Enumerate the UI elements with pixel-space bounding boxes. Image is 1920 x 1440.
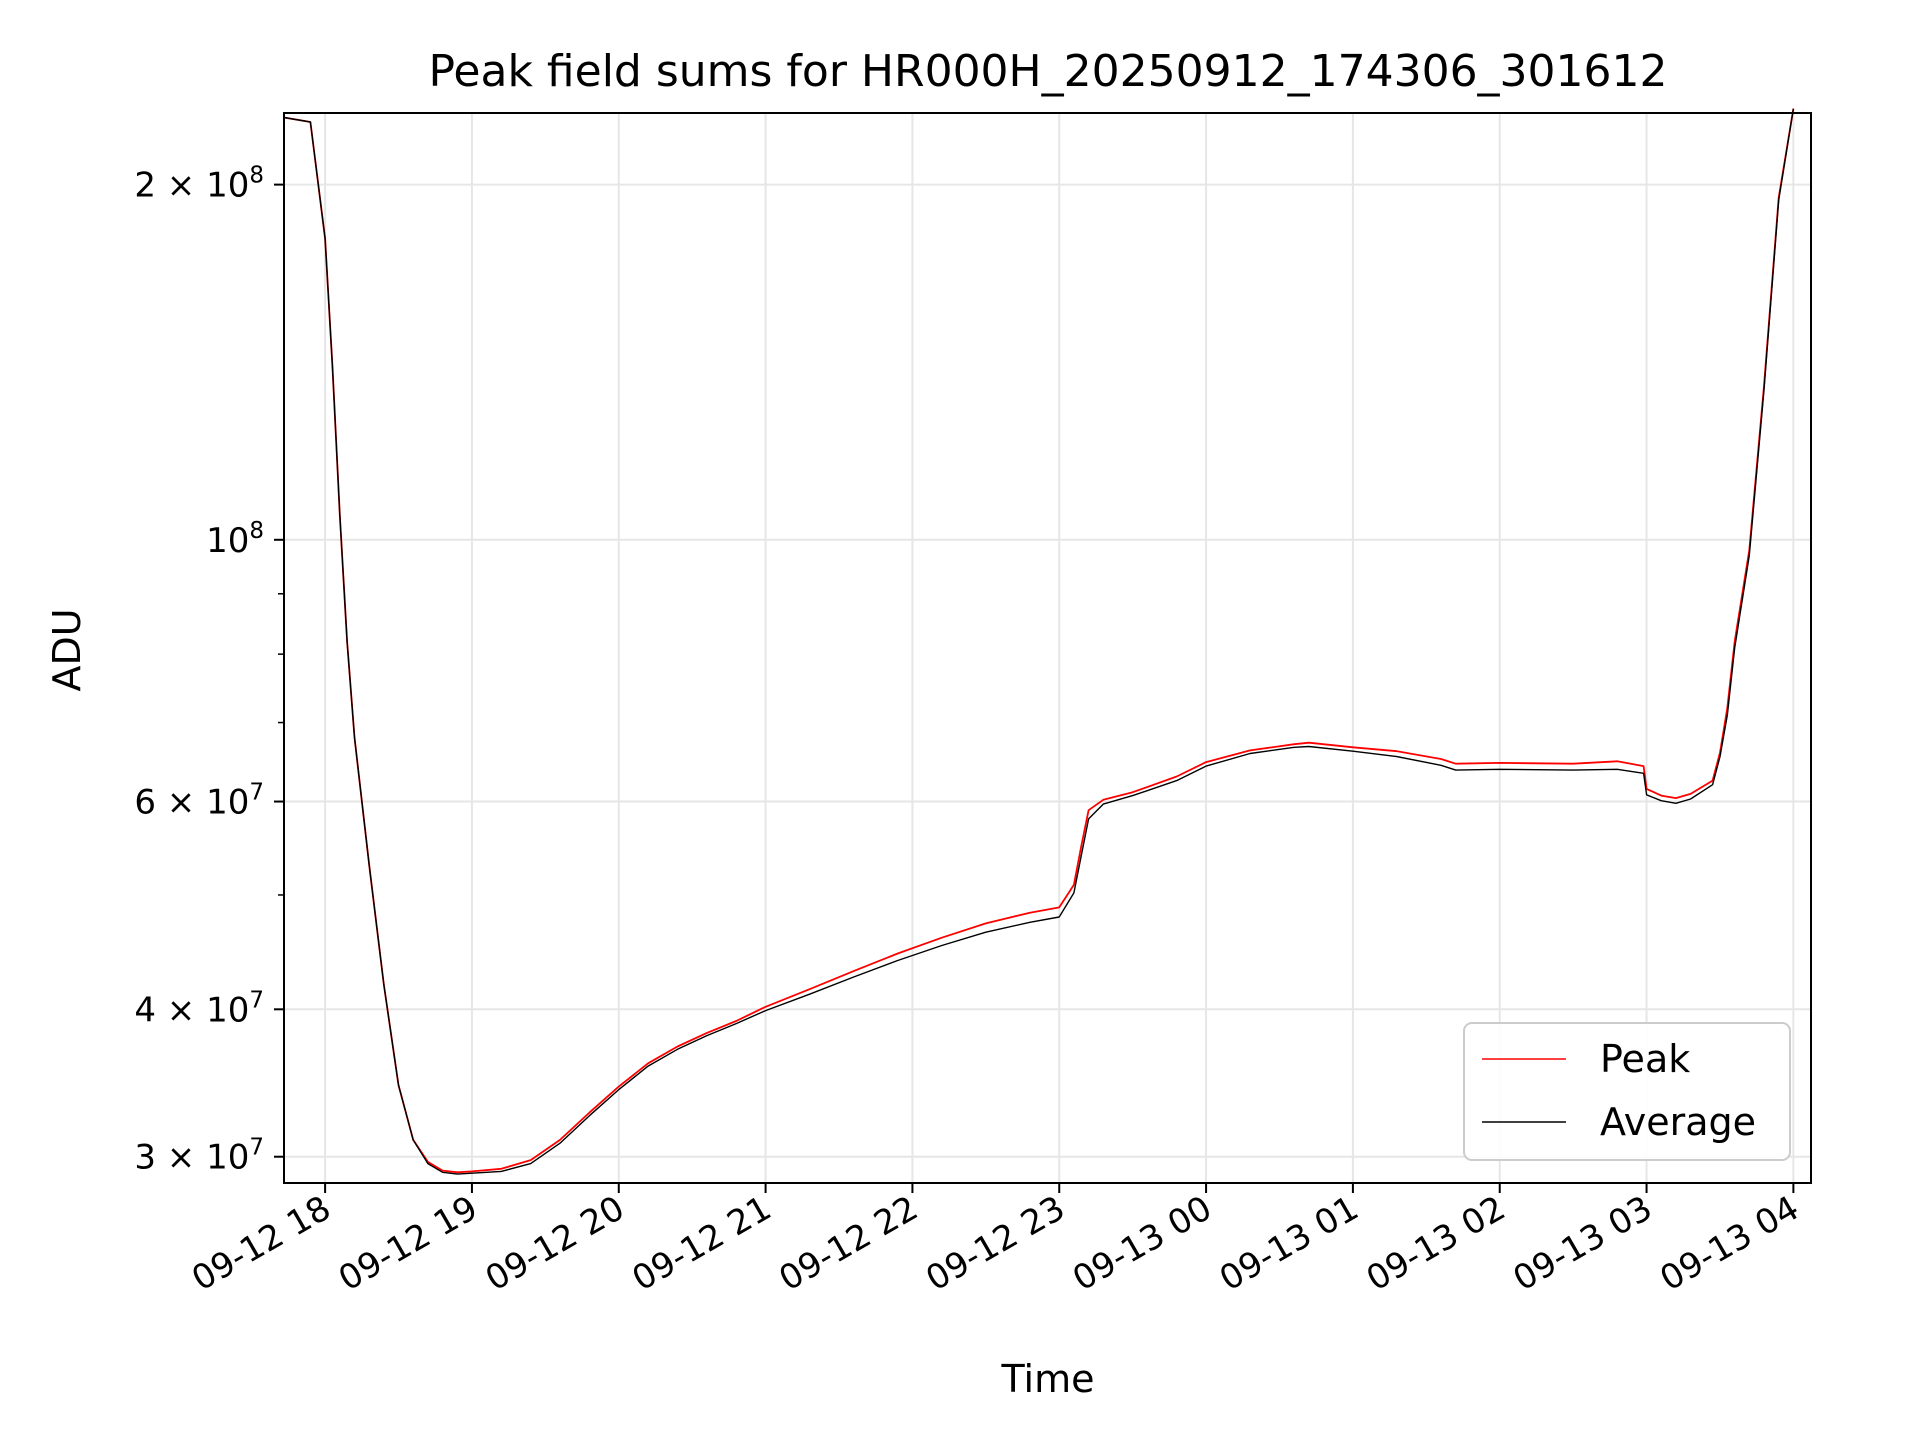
plot-frame xyxy=(283,112,1812,1184)
y-axis: 3 × 107 4 × 107 6 × 107 108 2 × 108 xyxy=(134,163,284,1178)
y-axis-label: ADU xyxy=(45,608,89,691)
series-line-average xyxy=(283,108,1795,1175)
legend-average-label: Average xyxy=(1600,1100,1756,1144)
legend: Peak Average xyxy=(1463,1022,1791,1161)
chart-title: Peak field sums for HR000H_20250912_1743… xyxy=(428,46,1667,97)
y-tick-label: 4 × 107 xyxy=(134,987,264,1030)
x-axis-label: Time xyxy=(1001,1357,1095,1401)
y-tick-label: 108 xyxy=(206,518,264,561)
series-layer xyxy=(283,108,1795,1175)
y-tick-label: 2 × 108 xyxy=(134,163,264,206)
y-tick-label: 3 × 107 xyxy=(134,1135,264,1178)
y-tick-label: 6 × 107 xyxy=(134,780,264,823)
legend-peak-label: Peak xyxy=(1600,1037,1690,1081)
grid xyxy=(284,113,1811,1183)
legend-box xyxy=(1463,1022,1791,1161)
